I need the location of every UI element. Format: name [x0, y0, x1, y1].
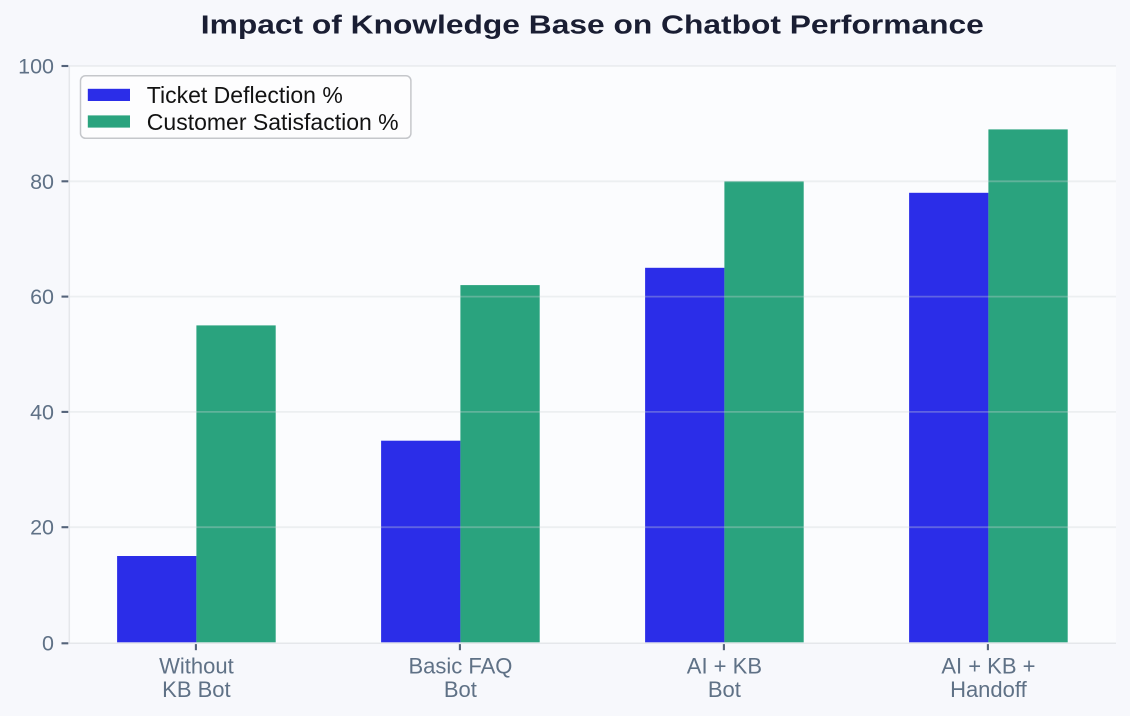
svg-text:AI + KB +: AI + KB +: [941, 654, 1035, 679]
svg-text:80: 80: [30, 170, 54, 194]
svg-text:20: 20: [30, 516, 54, 540]
svg-text:40: 40: [30, 400, 54, 424]
svg-text:Impact of Knowledge Base on Ch: Impact of Knowledge Base on Chatbot Perf…: [201, 12, 984, 40]
svg-text:AI + KB: AI + KB: [687, 654, 762, 679]
svg-text:Customer Satisfaction %: Customer Satisfaction %: [147, 109, 399, 135]
svg-text:Handoff: Handoff: [950, 677, 1028, 702]
svg-text:Basic FAQ: Basic FAQ: [408, 654, 512, 679]
svg-text:0: 0: [42, 631, 54, 655]
svg-text:Ticket Deflection %: Ticket Deflection %: [147, 82, 343, 108]
svg-text:Without: Without: [159, 654, 234, 679]
svg-text:60: 60: [30, 285, 54, 309]
svg-text:100: 100: [18, 55, 54, 79]
svg-text:Bot: Bot: [444, 677, 477, 702]
svg-text:KB Bot: KB Bot: [162, 677, 230, 702]
svg-text:Bot: Bot: [708, 677, 741, 702]
